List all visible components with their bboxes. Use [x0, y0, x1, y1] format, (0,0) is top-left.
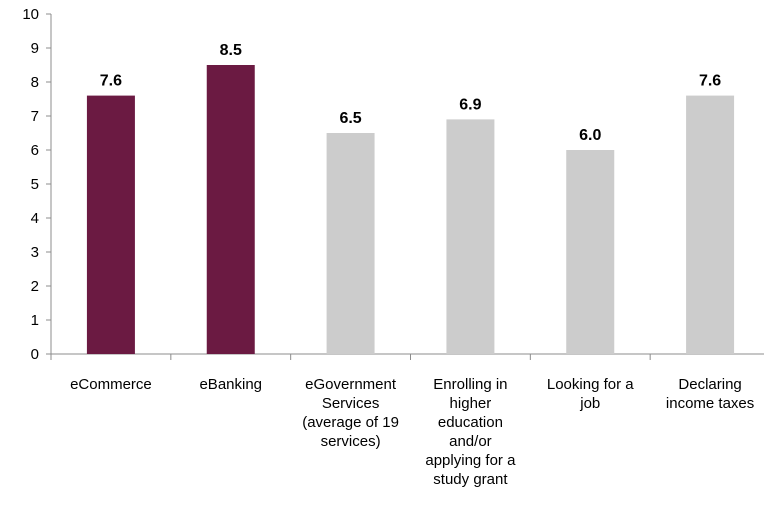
category-label-line: eCommerce	[70, 376, 152, 393]
category-label-line: (average of 19	[302, 414, 399, 431]
category-label: Looking for a job	[531, 375, 649, 413]
y-axis: 0 1 2 3 4 5 6 7 8 9 10	[22, 6, 52, 363]
category-label-line: income taxes	[665, 395, 755, 412]
y-tick-label: 7	[31, 108, 39, 125]
category-label-line: and/or	[449, 433, 492, 450]
data-label: 7.6	[100, 73, 122, 90]
bar	[86, 95, 135, 354]
y-tick-label: 10	[22, 6, 39, 23]
category-label: eCommerce	[52, 375, 170, 394]
y-tick-label: 8	[31, 74, 39, 91]
y-tick-label: 6	[31, 142, 39, 159]
bars	[86, 65, 735, 355]
y-tick-label: 0	[31, 346, 39, 363]
category-label-line: Services	[321, 395, 380, 412]
bar	[206, 65, 255, 354]
category-label-line: applying for a	[425, 452, 516, 469]
data-label: 6.5	[339, 110, 361, 127]
y-tick-label: 9	[31, 40, 39, 57]
data-label: 6.9	[459, 96, 481, 113]
category-label-line: education	[437, 414, 503, 431]
category-label-line: higher	[449, 395, 492, 412]
category-label-line: Enrolling in	[433, 376, 508, 393]
category-label-line: eBanking	[199, 376, 263, 393]
data-label: 7.6	[699, 73, 721, 90]
category-label-line: Looking for a	[546, 376, 634, 393]
category-label: eGovernment Services (average of 19 service…	[292, 375, 410, 451]
category-label-line: eGovernment	[305, 376, 397, 393]
category-label-line: Declaring	[678, 376, 742, 393]
category-label: Enrolling in higher education and/or applyin…	[411, 375, 529, 489]
category-label-line: study grant	[433, 471, 508, 488]
data-label: 6.0	[579, 127, 601, 144]
y-tick-label: 2	[31, 278, 39, 295]
category-label: eBanking	[172, 375, 290, 394]
y-tick-label: 5	[31, 176, 39, 193]
bar	[446, 119, 495, 355]
bar	[566, 150, 615, 354]
data-labels: 7.6 8.5 6.5 6.9 6.0 7.6	[100, 42, 722, 144]
category-label: Declaring income taxes	[651, 375, 764, 413]
y-tick-label: 1	[31, 312, 39, 329]
category-label-line: job	[580, 395, 601, 412]
y-tick-label: 4	[31, 210, 39, 227]
category-label-line: services)	[320, 433, 381, 450]
data-label: 8.5	[220, 42, 242, 59]
x-axis	[50, 353, 764, 360]
y-tick-label: 3	[31, 244, 39, 261]
bar	[686, 95, 735, 354]
bar	[326, 133, 375, 354]
